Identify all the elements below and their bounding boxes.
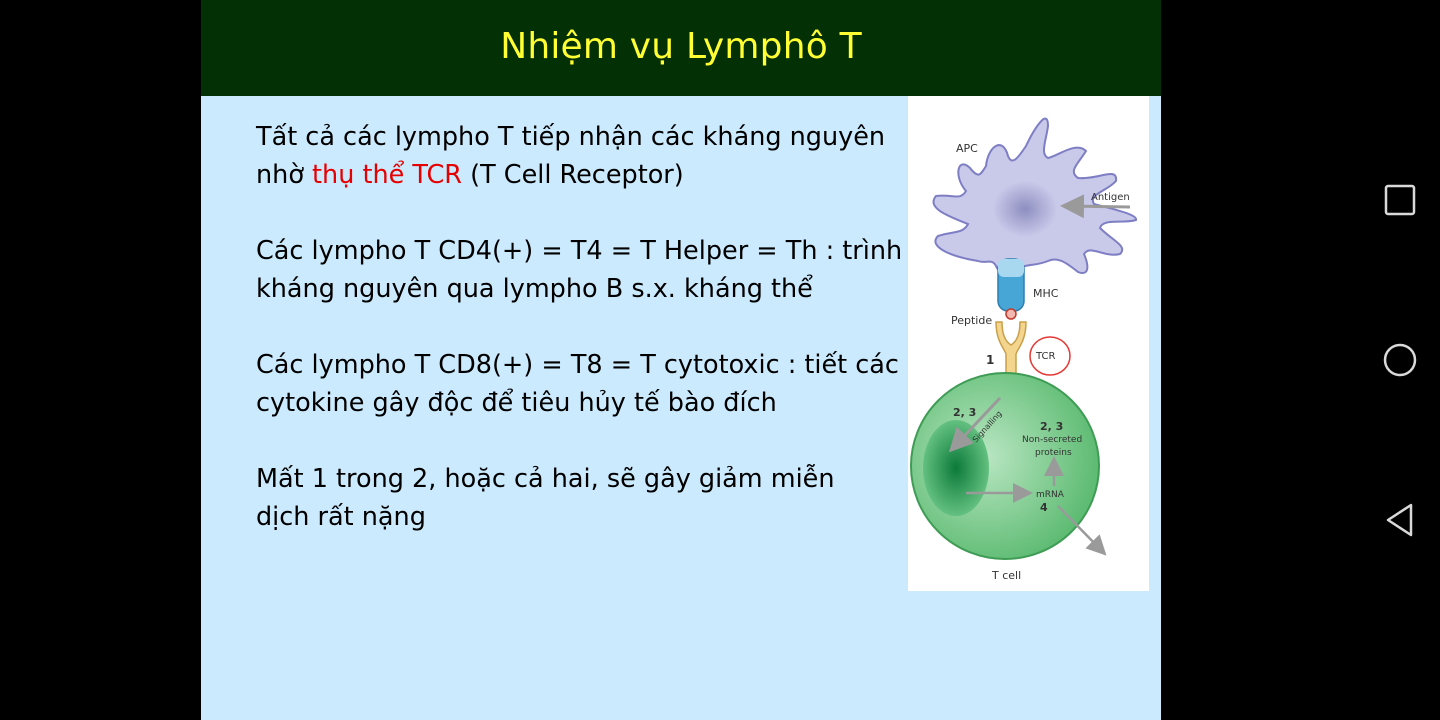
paragraph-tcr: Tất cả các lympho T tiếp nhận các kháng … (256, 118, 906, 194)
tcr-receptor (995, 321, 1027, 392)
step-4-label: 4 (1040, 501, 1048, 514)
mhc-label: MHC (1033, 287, 1059, 300)
apc-cell (932, 117, 1137, 274)
paragraph-line: dịch rất nặng (256, 502, 426, 532)
paragraph-line: kháng nguyên qua lympho B s.x. kháng thể (256, 274, 813, 304)
paragraph-line: Các lympho T CD8(+) = T8 = T cytotoxic :… (256, 350, 899, 380)
step-23-right-label: 2, 3 (1040, 420, 1063, 433)
paragraph-line: nhờ thụ thể TCR (T Cell Receptor) (256, 156, 906, 194)
text-segment: nhờ (256, 160, 313, 190)
circle-home-icon (1383, 343, 1417, 377)
title-bar: Nhiệm vụ Lymphô T (201, 0, 1161, 96)
secretion-arrow (1057, 505, 1107, 556)
triangle-back-icon (1386, 503, 1413, 537)
t-cell-label: T cell (991, 569, 1021, 582)
tcr-label: TCR (1035, 351, 1056, 362)
slide-title: Nhiệm vụ Lymphô T (500, 25, 862, 67)
back-button[interactable] (1370, 490, 1430, 550)
step-23-left-label: 2, 3 (953, 406, 976, 419)
paragraph-cd4: Các lympho T CD4(+) = T4 = T Helper = Th… (256, 232, 906, 308)
paragraph-line: Các lympho T CD4(+) = T4 = T Helper = Th… (256, 236, 903, 266)
text-segment: (T Cell Receptor) (462, 160, 684, 190)
recents-button[interactable] (1370, 170, 1430, 230)
square-recents-icon (1384, 184, 1416, 216)
peptide (1005, 308, 1017, 320)
presentation-slide: Nhiệm vụ Lymphô T Tất cả các lympho T ti… (201, 0, 1161, 720)
antigen-label: Antigen (1091, 192, 1130, 203)
signalling-arrow (948, 396, 1002, 453)
tcr-diagram-svg: APC Antigen MHC Peptide 1 TCR 2, 3 Sign (910, 117, 1137, 582)
paragraph-cd8: Các lympho T CD8(+) = T8 = T cytotoxic :… (256, 346, 906, 422)
tcr-highlight-circle (1029, 336, 1071, 376)
slide-body: Tất cả các lympho T tiếp nhận các kháng … (256, 118, 906, 574)
tcr-diagram: APC Antigen MHC Peptide 1 TCR 2, 3 Sign (908, 96, 1149, 591)
highlighted-term: thụ thể TCR (312, 160, 463, 190)
apc-label: APC (956, 142, 978, 155)
paragraph-line: cytokine gây độc để tiêu hủy tế bào đích (256, 388, 777, 418)
non-secreted-label: Non-secreted (1022, 435, 1082, 445)
paragraph-deficiency: Mất 1 trong 2, hoặc cả hai, sẽ gây giảm … (256, 460, 906, 536)
antigen-arrow (1060, 194, 1131, 219)
peptide-label: Peptide (951, 314, 992, 327)
step-1-label: 1 (986, 353, 994, 367)
paragraph-line: Mất 1 trong 2, hoặc cả hai, sẽ gây giảm … (256, 464, 835, 494)
proteins-label: proteins (1035, 448, 1072, 458)
mrna-label: mRNA (1036, 490, 1065, 500)
home-button[interactable] (1370, 330, 1430, 390)
mhc-highlight (998, 259, 1024, 277)
paragraph-line: Tất cả các lympho T tiếp nhận các kháng … (256, 122, 886, 152)
